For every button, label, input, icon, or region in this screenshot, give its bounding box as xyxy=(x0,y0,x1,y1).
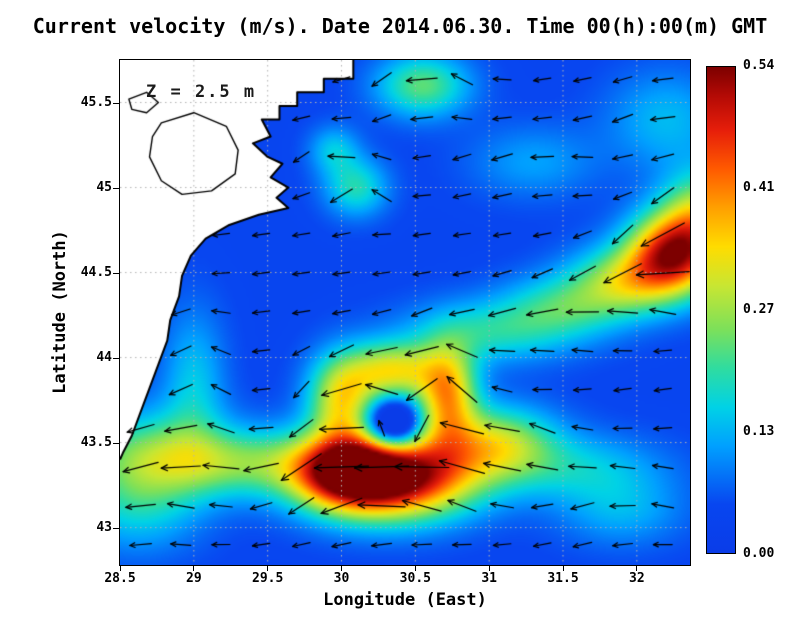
x-tick-mark xyxy=(193,565,195,571)
colorbar xyxy=(706,66,736,554)
y-tick-mark xyxy=(113,527,119,529)
depth-annotation: Z = 2.5 m xyxy=(146,82,257,102)
y-axis-label: Latitude (North) xyxy=(50,230,70,394)
y-tick-label: 45 xyxy=(96,179,112,195)
x-tick-mark xyxy=(488,565,490,571)
x-tick-label: 30 xyxy=(333,571,350,586)
x-tick-mark xyxy=(562,565,564,571)
x-tick-label: 29.5 xyxy=(252,571,284,586)
x-tick-label: 30.5 xyxy=(399,571,431,586)
colorbar-gradient xyxy=(707,67,735,553)
x-tick-label: 32 xyxy=(629,571,645,586)
x-tick-mark xyxy=(267,565,269,571)
colorbar-tick-label: 0.54 xyxy=(743,58,775,73)
colorbar-tick-label: 0.13 xyxy=(743,424,775,439)
y-tick-mark xyxy=(113,102,119,104)
y-tick-label: 45.5 xyxy=(80,94,112,110)
x-tick-mark xyxy=(119,565,121,571)
plot-area: Z = 2.5 m xyxy=(119,59,691,566)
colorbar-tick-label: 0.41 xyxy=(743,180,775,195)
y-tick-label: 44 xyxy=(96,349,112,365)
y-tick-mark xyxy=(113,187,119,189)
y-tick-mark xyxy=(113,357,119,359)
colorbar-tick-label: 0.27 xyxy=(743,302,775,317)
x-tick-label: 29 xyxy=(186,571,202,586)
y-tick-label: 43.5 xyxy=(80,434,112,450)
x-tick-mark xyxy=(341,565,342,571)
x-tick-label: 31.5 xyxy=(547,571,579,586)
x-tick-label: 28.5 xyxy=(104,571,136,586)
x-tick-mark xyxy=(636,565,638,571)
chart-title: Current velocity (m/s). Date 2014.06.30.… xyxy=(32,14,768,38)
y-tick-mark xyxy=(113,272,119,274)
x-tick-label: 31 xyxy=(481,571,497,586)
y-tick-mark xyxy=(113,442,119,444)
x-tick-mark xyxy=(414,565,416,571)
y-tick-label: 43 xyxy=(96,519,112,535)
y-tick-label: 44.5 xyxy=(80,264,112,280)
x-axis-label: Longitude (East) xyxy=(323,590,487,610)
colorbar-tick-label: 0.00 xyxy=(743,546,775,561)
velocity-field-canvas xyxy=(120,60,690,565)
